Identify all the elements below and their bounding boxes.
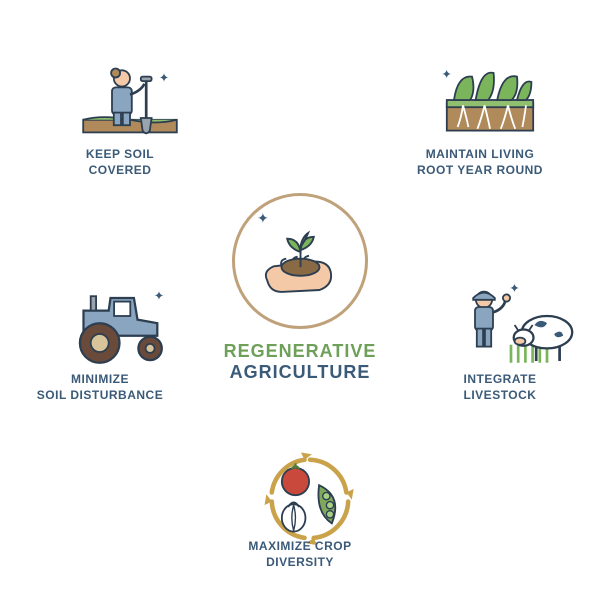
center-title-line2: AGRICULTURE [200, 362, 400, 383]
tractor-icon: ✦ [50, 280, 180, 370]
farmer-digging-icon: ✦ [70, 55, 190, 145]
svg-text:✦: ✦ [159, 71, 170, 85]
caption: INTEGRATE LIVESTOCK [415, 371, 585, 403]
caption: MAINTAIN LIVING ROOT YEAR ROUND [395, 146, 565, 178]
crop-cycle-icon [250, 447, 370, 547]
seedling-in-hand-icon [253, 214, 348, 309]
center-title-line1: REGENERATIVE [200, 341, 400, 362]
item-crop-diversity: MAXIMIZE CROP DIVERSITY [215, 447, 385, 570]
svg-text:✦: ✦ [509, 282, 520, 296]
center-circle: ✦ [232, 193, 368, 329]
item-minimize-disturbance: ✦ MINIMIZE SOIL DISTURBANCE [15, 280, 185, 403]
center-block: ✦ REGENERATIVE AGRICULTURE [200, 193, 400, 383]
living-roots-icon: ✦ [430, 55, 550, 145]
livestock-icon: ✦ [450, 280, 590, 370]
item-integrate-livestock: ✦ INTEGRATE LIVESTOCK [415, 280, 585, 403]
caption: MINIMIZE SOIL DISTURBANCE [15, 371, 185, 403]
svg-text:✦: ✦ [154, 289, 165, 303]
sparkle-icon: ✦ [257, 210, 269, 227]
svg-text:✦: ✦ [441, 67, 452, 81]
item-living-root: ✦ MAINTAIN LIVING ROOT YEAR ROUND [395, 55, 565, 178]
item-keep-soil-covered: ✦ KEEP SOIL COVERED [35, 55, 205, 178]
caption: KEEP SOIL COVERED [35, 146, 205, 178]
